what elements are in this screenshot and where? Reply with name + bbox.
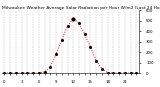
- Point: [38, 72, 40, 74]
- Point: [112, 72, 115, 74]
- Text: Milwaukee Weather Average Solar Radiation per Hour W/m2 (Last 24 Hours): Milwaukee Weather Average Solar Radiatio…: [2, 6, 160, 10]
- Point: [20, 72, 23, 74]
- Point: [84, 34, 86, 35]
- Point: [32, 72, 34, 74]
- Point: [101, 68, 103, 70]
- Point: [26, 72, 29, 74]
- Point: [118, 72, 120, 74]
- Point: [55, 54, 57, 55]
- Point: [72, 18, 75, 19]
- Point: [95, 60, 97, 61]
- Point: [89, 46, 92, 48]
- Point: [66, 25, 69, 27]
- Point: [3, 72, 6, 74]
- Point: [106, 72, 109, 73]
- Point: [43, 71, 46, 73]
- Point: [129, 72, 132, 74]
- Point: [78, 22, 80, 24]
- Point: [49, 66, 52, 68]
- Point: [60, 39, 63, 40]
- Point: [15, 72, 17, 74]
- Point: [72, 18, 75, 19]
- Point: [9, 72, 12, 74]
- Point: [135, 72, 138, 74]
- Point: [124, 72, 126, 74]
